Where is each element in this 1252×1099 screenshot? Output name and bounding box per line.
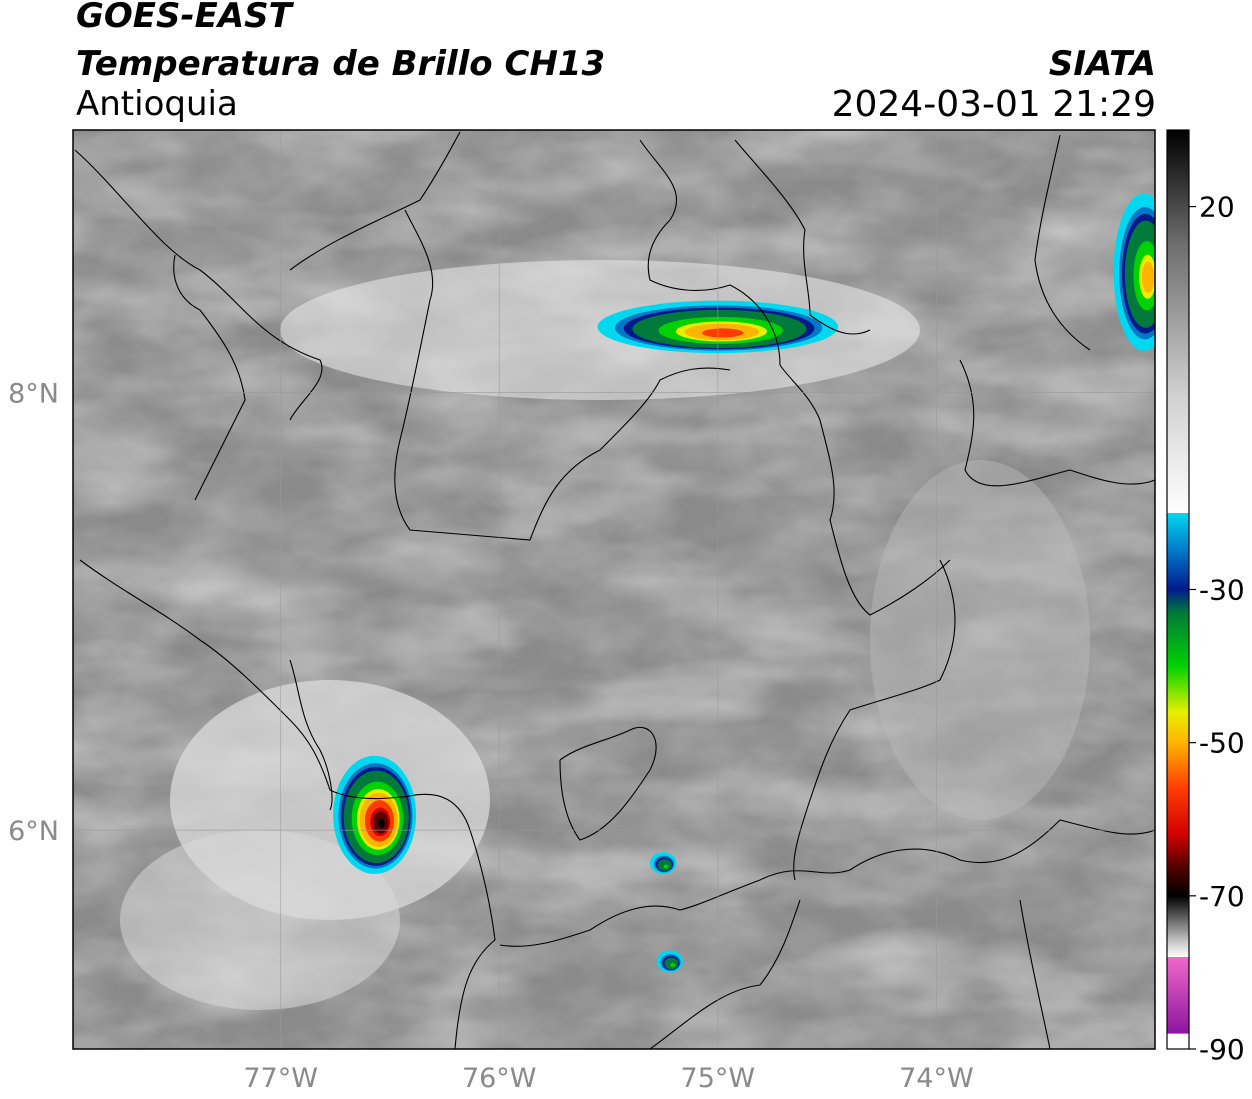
map-plot-area <box>73 130 1155 1049</box>
colorbar-tick-label: -30 <box>1199 574 1245 607</box>
lon-tick-label: 77°W <box>243 1063 318 1094</box>
storm-cells <box>333 193 1155 973</box>
colorbar-tick-label: -70 <box>1199 880 1245 913</box>
satellite-title: GOES-EAST <box>76 0 292 36</box>
colorbar-tick-label: 20 <box>1199 191 1235 224</box>
cell-central <box>650 852 677 874</box>
storm-north-band <box>597 300 839 354</box>
cell-south <box>656 950 683 973</box>
department-border-cordoba <box>639 139 951 616</box>
department-border-caldas <box>649 899 801 1049</box>
source-label: SIATA <box>1048 44 1156 84</box>
storm-contour <box>1144 268 1153 288</box>
department-border-magdalena <box>793 559 956 881</box>
bright-cloud-east <box>870 460 1090 820</box>
lon-tick-label: 75°W <box>681 1063 756 1094</box>
department-border-bolivar <box>734 139 871 335</box>
department-border-boyaca <box>1019 899 1051 1049</box>
storm-contour <box>378 818 385 829</box>
colorbar: 20 -30 -50 -70 -90 <box>1166 129 1245 1066</box>
storm-contour <box>710 330 736 337</box>
boundaries <box>74 131 1155 1049</box>
colorbar-gradient <box>1166 129 1190 1050</box>
product-title: Temperatura de Brillo CH13 <box>76 44 606 84</box>
region-subtitle: Antioquia <box>76 84 238 124</box>
antioquia-north-border <box>394 209 731 541</box>
coastline-uraba <box>74 149 323 421</box>
bright-cloud-south <box>120 830 400 1010</box>
storm-urrao <box>333 755 417 874</box>
antioquia-south-border <box>499 819 1155 947</box>
colorbar-tick-label: -90 <box>1199 1033 1245 1066</box>
map-frame <box>72 129 1156 1050</box>
colorbar-tick-label: -50 <box>1199 727 1245 760</box>
valle-aburra-border <box>559 727 657 841</box>
storm-northeast <box>1113 193 1155 351</box>
colorbar-ticks: 20 -30 -50 -70 -90 <box>1189 191 1245 1066</box>
datetime-label: 2024-03-01 21:29 <box>831 84 1156 125</box>
venezuela-border <box>1034 134 1091 351</box>
lat-tick-label: 6°N <box>8 816 59 847</box>
coastline-gulf <box>173 254 246 501</box>
storm-contour <box>663 864 669 869</box>
lat-tick-label: 8°N <box>8 379 59 410</box>
lon-tick-label: 76°W <box>462 1063 537 1094</box>
lon-tick-label: 74°W <box>899 1063 974 1094</box>
atrato-river <box>289 659 333 811</box>
choco-antioquia-border <box>79 559 496 1049</box>
gridlines <box>73 130 1155 1049</box>
storm-contour <box>670 962 675 967</box>
longitude-ticks: 77°W 76°W 75°W 74°W <box>243 1063 973 1094</box>
coastline-caribbean <box>289 131 461 271</box>
department-border-cesar <box>959 359 1155 487</box>
latitude-ticks: 8°N 6°N <box>8 379 59 848</box>
